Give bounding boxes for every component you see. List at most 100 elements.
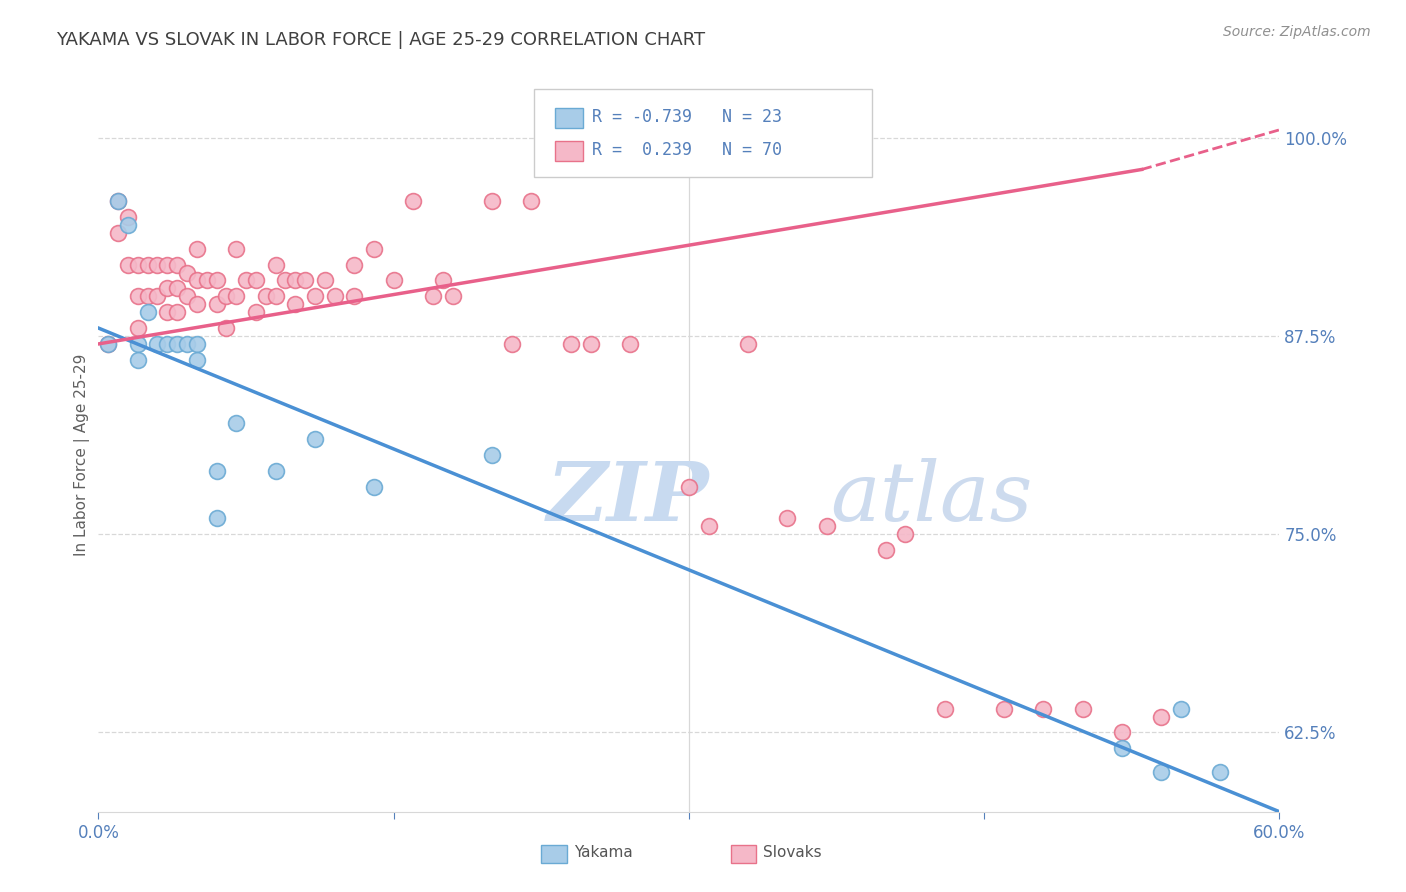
Point [274, 273, 297, 287]
Point [225, 289, 247, 303]
Point [560, 337, 582, 351]
Point [166, 337, 188, 351]
Point [136, 258, 159, 272]
Point [264, 289, 287, 303]
Point [117, 258, 139, 272]
Point [363, 480, 385, 494]
Point [323, 289, 346, 303]
Point [205, 511, 228, 525]
Point [107, 194, 129, 209]
Point [264, 464, 287, 478]
Point [304, 289, 326, 303]
Point [343, 258, 366, 272]
Point [579, 337, 602, 351]
Point [186, 337, 208, 351]
Point [205, 297, 228, 311]
Point [136, 289, 159, 303]
Point [284, 297, 307, 311]
Point [195, 273, 218, 287]
Point [382, 273, 405, 287]
Point [1150, 765, 1173, 780]
Point [97, 337, 120, 351]
Point [107, 226, 129, 240]
Text: ZIP: ZIP [547, 458, 710, 538]
Point [441, 289, 464, 303]
Point [136, 305, 159, 319]
Text: Slovaks: Slovaks [763, 846, 823, 860]
Point [422, 289, 444, 303]
Point [186, 352, 208, 367]
Point [127, 352, 149, 367]
Point [225, 416, 247, 430]
Point [314, 273, 336, 287]
Point [481, 448, 503, 462]
Point [520, 194, 543, 209]
Point [176, 266, 198, 280]
Point [225, 242, 247, 256]
Point [294, 273, 316, 287]
Point [146, 337, 169, 351]
Text: YAKAMA VS SLOVAK IN LABOR FORCE | AGE 25-29 CORRELATION CHART: YAKAMA VS SLOVAK IN LABOR FORCE | AGE 25… [56, 31, 706, 49]
Point [363, 242, 385, 256]
Point [205, 273, 228, 287]
Point [1111, 725, 1133, 739]
Point [166, 281, 188, 295]
Y-axis label: In Labor Force | Age 25-29: In Labor Force | Age 25-29 [75, 354, 90, 556]
Point [156, 337, 179, 351]
Point [1209, 765, 1232, 780]
Point [176, 337, 198, 351]
Point [127, 289, 149, 303]
Point [776, 511, 799, 525]
Point [127, 321, 149, 335]
Point [993, 701, 1015, 715]
Point [166, 305, 188, 319]
Text: R =  0.239   N = 70: R = 0.239 N = 70 [592, 141, 782, 159]
Point [166, 258, 188, 272]
Point [117, 218, 139, 232]
Point [1032, 701, 1054, 715]
Point [156, 258, 179, 272]
Point [737, 337, 759, 351]
Point [156, 281, 179, 295]
Point [127, 258, 149, 272]
Point [146, 258, 169, 272]
Point [1170, 701, 1192, 715]
Point [501, 337, 523, 351]
Point [678, 480, 700, 494]
Point [186, 242, 208, 256]
Point [264, 258, 287, 272]
Text: atlas: atlas [831, 458, 1033, 538]
Point [146, 289, 169, 303]
Point [284, 273, 307, 287]
Point [117, 210, 139, 224]
Point [245, 273, 267, 287]
Point [176, 289, 198, 303]
Point [402, 194, 425, 209]
Point [1071, 701, 1094, 715]
Point [205, 464, 228, 478]
Point [875, 543, 897, 558]
Point [215, 321, 238, 335]
Point [481, 194, 503, 209]
Point [697, 519, 720, 533]
Point [619, 337, 641, 351]
Point [235, 273, 257, 287]
Point [215, 289, 238, 303]
Point [127, 337, 149, 351]
Point [156, 305, 179, 319]
Point [894, 527, 917, 541]
Point [432, 273, 454, 287]
Text: Source: ZipAtlas.com: Source: ZipAtlas.com [1223, 25, 1371, 39]
Point [304, 432, 326, 446]
Point [934, 701, 956, 715]
Point [97, 337, 120, 351]
Point [815, 519, 838, 533]
Point [186, 297, 208, 311]
Point [245, 305, 267, 319]
Text: Yakama: Yakama [574, 846, 633, 860]
Point [343, 289, 366, 303]
Point [1111, 741, 1133, 756]
Point [107, 194, 129, 209]
Point [186, 273, 208, 287]
Point [254, 289, 277, 303]
